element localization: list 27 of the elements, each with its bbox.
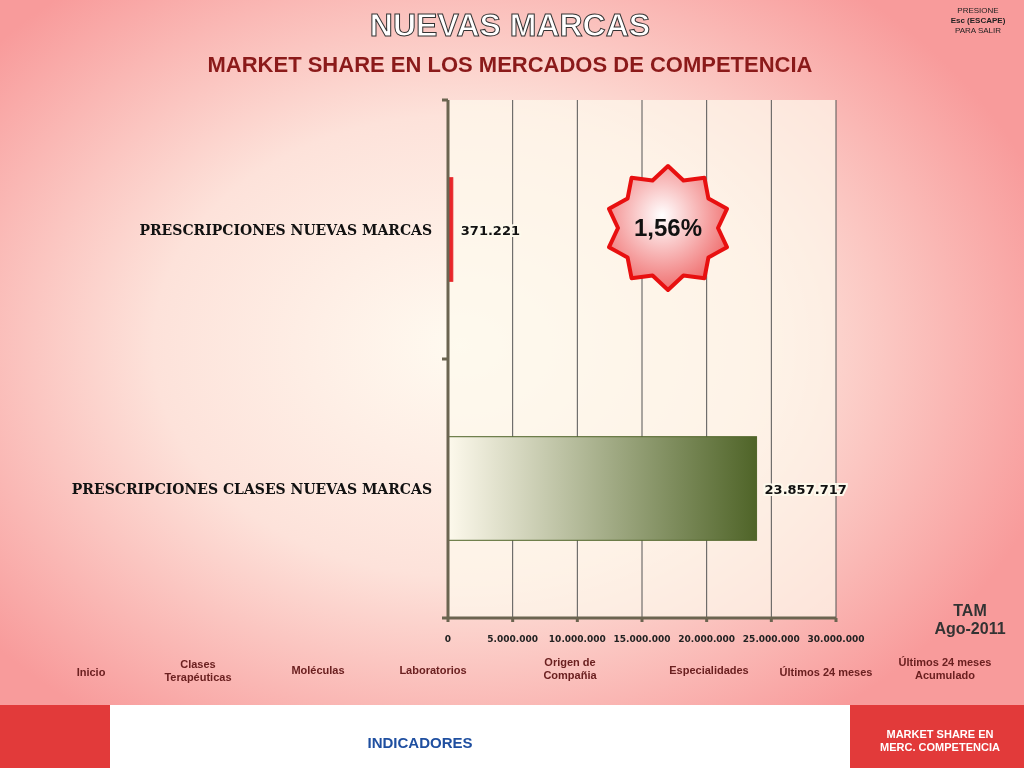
text: Especialidades: [669, 664, 749, 676]
x-tick-label: 25.000.000: [742, 634, 800, 644]
text: Moléculas: [291, 664, 345, 676]
text: PRESIONE: [957, 6, 999, 15]
text: INDICADORES: [367, 734, 473, 751]
text: Inicio: [76, 666, 106, 678]
chart-subtitle: MARKET SHARE EN LOS MERCADOS DE COMPETENCIA: [207, 52, 813, 77]
x-tick-label: 15.000.000: [613, 634, 671, 644]
annotation: 1,56%: [633, 214, 703, 241]
text: PARA SALIR: [954, 26, 1002, 35]
text: Clases Terapéuticas: [164, 658, 232, 684]
y-tick-label: PRESCRIPCIONES NUEVAS MARCAS: [139, 221, 432, 238]
text: Origen de Compañia: [543, 656, 598, 682]
text: Últimos 24 meses: [779, 666, 873, 678]
x-tick-label: 20.000.000: [678, 634, 736, 644]
text: Laboratorios: [399, 664, 467, 676]
x-tick-label: 30.000.000: [807, 634, 865, 644]
text: TAM: [953, 602, 987, 619]
x-tick-label: 0: [444, 634, 452, 644]
text: MARKET SHARE EN MERC. COMPETENCIA: [880, 728, 1000, 754]
text: Ago-2011: [934, 620, 1006, 637]
text: Esc (ESCAPE): [950, 16, 1006, 25]
text: Últimos 24 meses Acumulado: [898, 656, 992, 682]
y-tick-label: PRESCRIPCIONES CLASES NUEVAS MARCAS: [71, 480, 432, 497]
x-tick-label: 5.000.000: [487, 634, 539, 644]
x-tick-label: 10.000.000: [548, 634, 606, 644]
chart-title: NUEVAS MARCAS: [369, 7, 651, 43]
